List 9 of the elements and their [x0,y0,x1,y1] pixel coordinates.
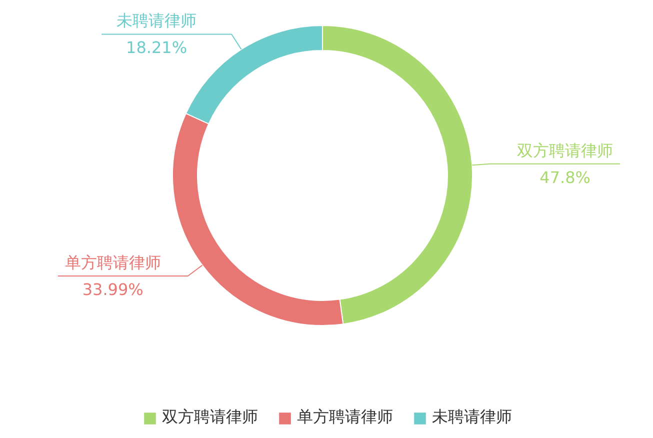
data-label: 33.99% [82,280,144,299]
slice-label: 未聘请律师 [116,11,197,30]
slice-label: 单方聘请律师 [64,252,161,272]
slice-label: 双方聘请律师 [517,140,614,160]
legend-label: 未聘请律师 [432,407,512,428]
legend-label: 双方聘请律师 [162,407,258,428]
legend-label: 单方聘请律师 [297,407,393,428]
data-label: 47.8% [540,168,591,187]
data-label: 18.21% [126,38,188,58]
